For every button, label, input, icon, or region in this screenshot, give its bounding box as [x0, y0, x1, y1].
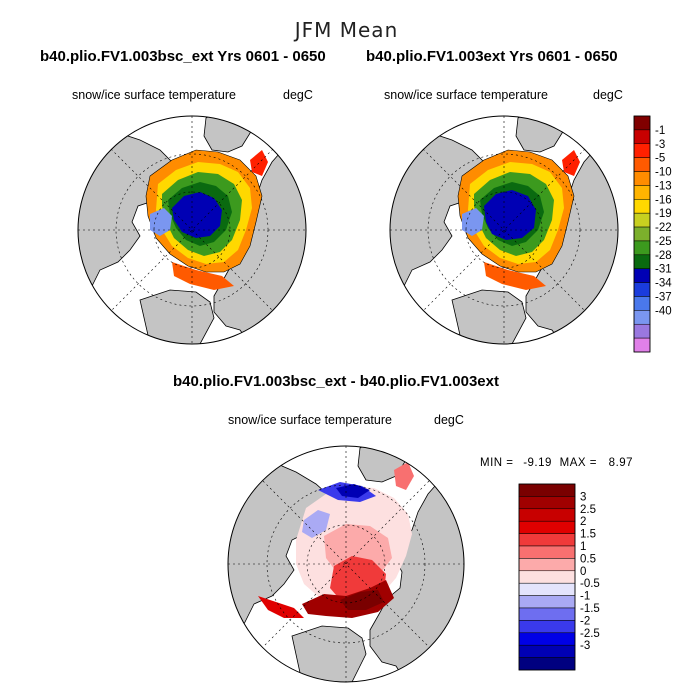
colorbar-tick-label: -1 [655, 125, 665, 137]
colorbar-tick-label: -0.5 [580, 578, 600, 590]
land-europe [291, 625, 367, 682]
colorbar-tick-label: 1.5 [580, 529, 596, 541]
ice-atlantic-red [250, 150, 268, 176]
colorbar-swatch [518, 607, 576, 621]
colorbar-tick-label: -34 [655, 278, 672, 290]
colorbar-tick-label: -25 [655, 236, 672, 248]
diff-deep-red [340, 590, 384, 610]
colorbar-tick-label: -19 [655, 208, 672, 220]
left-units-label: degC [283, 88, 313, 102]
difference-field-label: snow/ice surface temperature [228, 413, 392, 427]
colorbar-tick-label: 0 [580, 566, 586, 578]
land-northamerica [369, 459, 464, 682]
land-europe [451, 289, 527, 344]
diff-pacific-red [258, 596, 304, 618]
diff-light-blue [302, 510, 330, 538]
colorbar-frame [518, 483, 576, 671]
colorbar-tick-label: -3 [655, 139, 665, 151]
colorbar-swatch [518, 582, 576, 596]
ice-cold-core [484, 190, 536, 240]
diff-dark-blue [336, 484, 370, 498]
ice-cold-core [172, 192, 222, 238]
right-units-label: degC [593, 88, 623, 102]
colorbar-swatch [518, 558, 576, 572]
difference-units-label: degC [434, 413, 464, 427]
colorbar-swatch [518, 570, 576, 584]
colorbar-frame [633, 115, 651, 353]
colorbar-swatch [518, 644, 576, 658]
min-label: MIN = [480, 457, 514, 469]
ice-pacific-orange [484, 262, 546, 290]
colorbar-tick-label: 2 [580, 516, 586, 528]
colorbar-swatch [518, 508, 576, 522]
colorbar-tick-label: -2.5 [580, 628, 600, 640]
colorbar-tick-label: -28 [655, 250, 672, 262]
colorbar-tick-label: -40 [655, 305, 672, 317]
left-panel-title: b40.plio.FV1.003bsc_ext Yrs 0601 - 0650 [40, 48, 326, 65]
colorbar-tick-label: -3 [580, 640, 590, 652]
right-panel-title: b40.plio.FV1.003ext Yrs 0601 - 0650 [366, 48, 618, 65]
land-europe [139, 289, 215, 344]
colorbar-swatch [518, 533, 576, 547]
diff-atlantic-red [394, 462, 414, 490]
difference-panel-title: b40.plio.FV1.003bsc_ext - b40.plio.FV1.0… [173, 373, 499, 390]
left-field-label: snow/ice surface temperature [72, 88, 236, 102]
colorbar-tick-label: -5 [655, 153, 665, 165]
min-value: -9.19 [523, 457, 552, 469]
colorbar-tick-label: -37 [655, 291, 672, 303]
ice-very-cold-patch [462, 208, 484, 236]
colorbar-tick-label: -2 [580, 615, 590, 627]
colorbar-tick-label: -1 [580, 591, 590, 603]
right-field-label: snow/ice surface temperature [384, 88, 548, 102]
colorbar-swatch [518, 620, 576, 634]
colorbar-tick-label: -22 [655, 222, 672, 234]
colorbar-swatch [518, 520, 576, 534]
ice-pacific-orange [172, 262, 234, 290]
colorbar-tick-label: -16 [655, 194, 672, 206]
colorbar-swatch [518, 632, 576, 646]
colorbar-tick-label: -13 [655, 180, 672, 192]
colorbar-swatch [518, 595, 576, 609]
colorbar-tick-label: 0.5 [580, 553, 596, 565]
colorbar-swatch [518, 496, 576, 510]
min-max-readout: MIN = -9.19 MAX = 8.97 [480, 457, 633, 469]
main-title: JFM Mean [294, 18, 399, 42]
colorbar-tick-label: 2.5 [580, 504, 596, 516]
max-label: MAX = [559, 457, 597, 469]
colorbar-swatch [518, 545, 576, 559]
colorbar-tick-label: 3 [580, 491, 586, 503]
ice-very-cold-patch [150, 208, 172, 236]
ice-atlantic-red [562, 150, 580, 176]
colorbar-tick-label: -1.5 [580, 603, 600, 615]
colorbar-swatch [518, 483, 576, 497]
colorbar-swatch [518, 657, 576, 671]
max-value: 8.97 [608, 457, 634, 469]
colorbar-tick-label: -31 [655, 264, 672, 276]
colorbar-tick-label: 1 [580, 541, 586, 553]
colorbar-tick-label: -10 [655, 167, 672, 179]
